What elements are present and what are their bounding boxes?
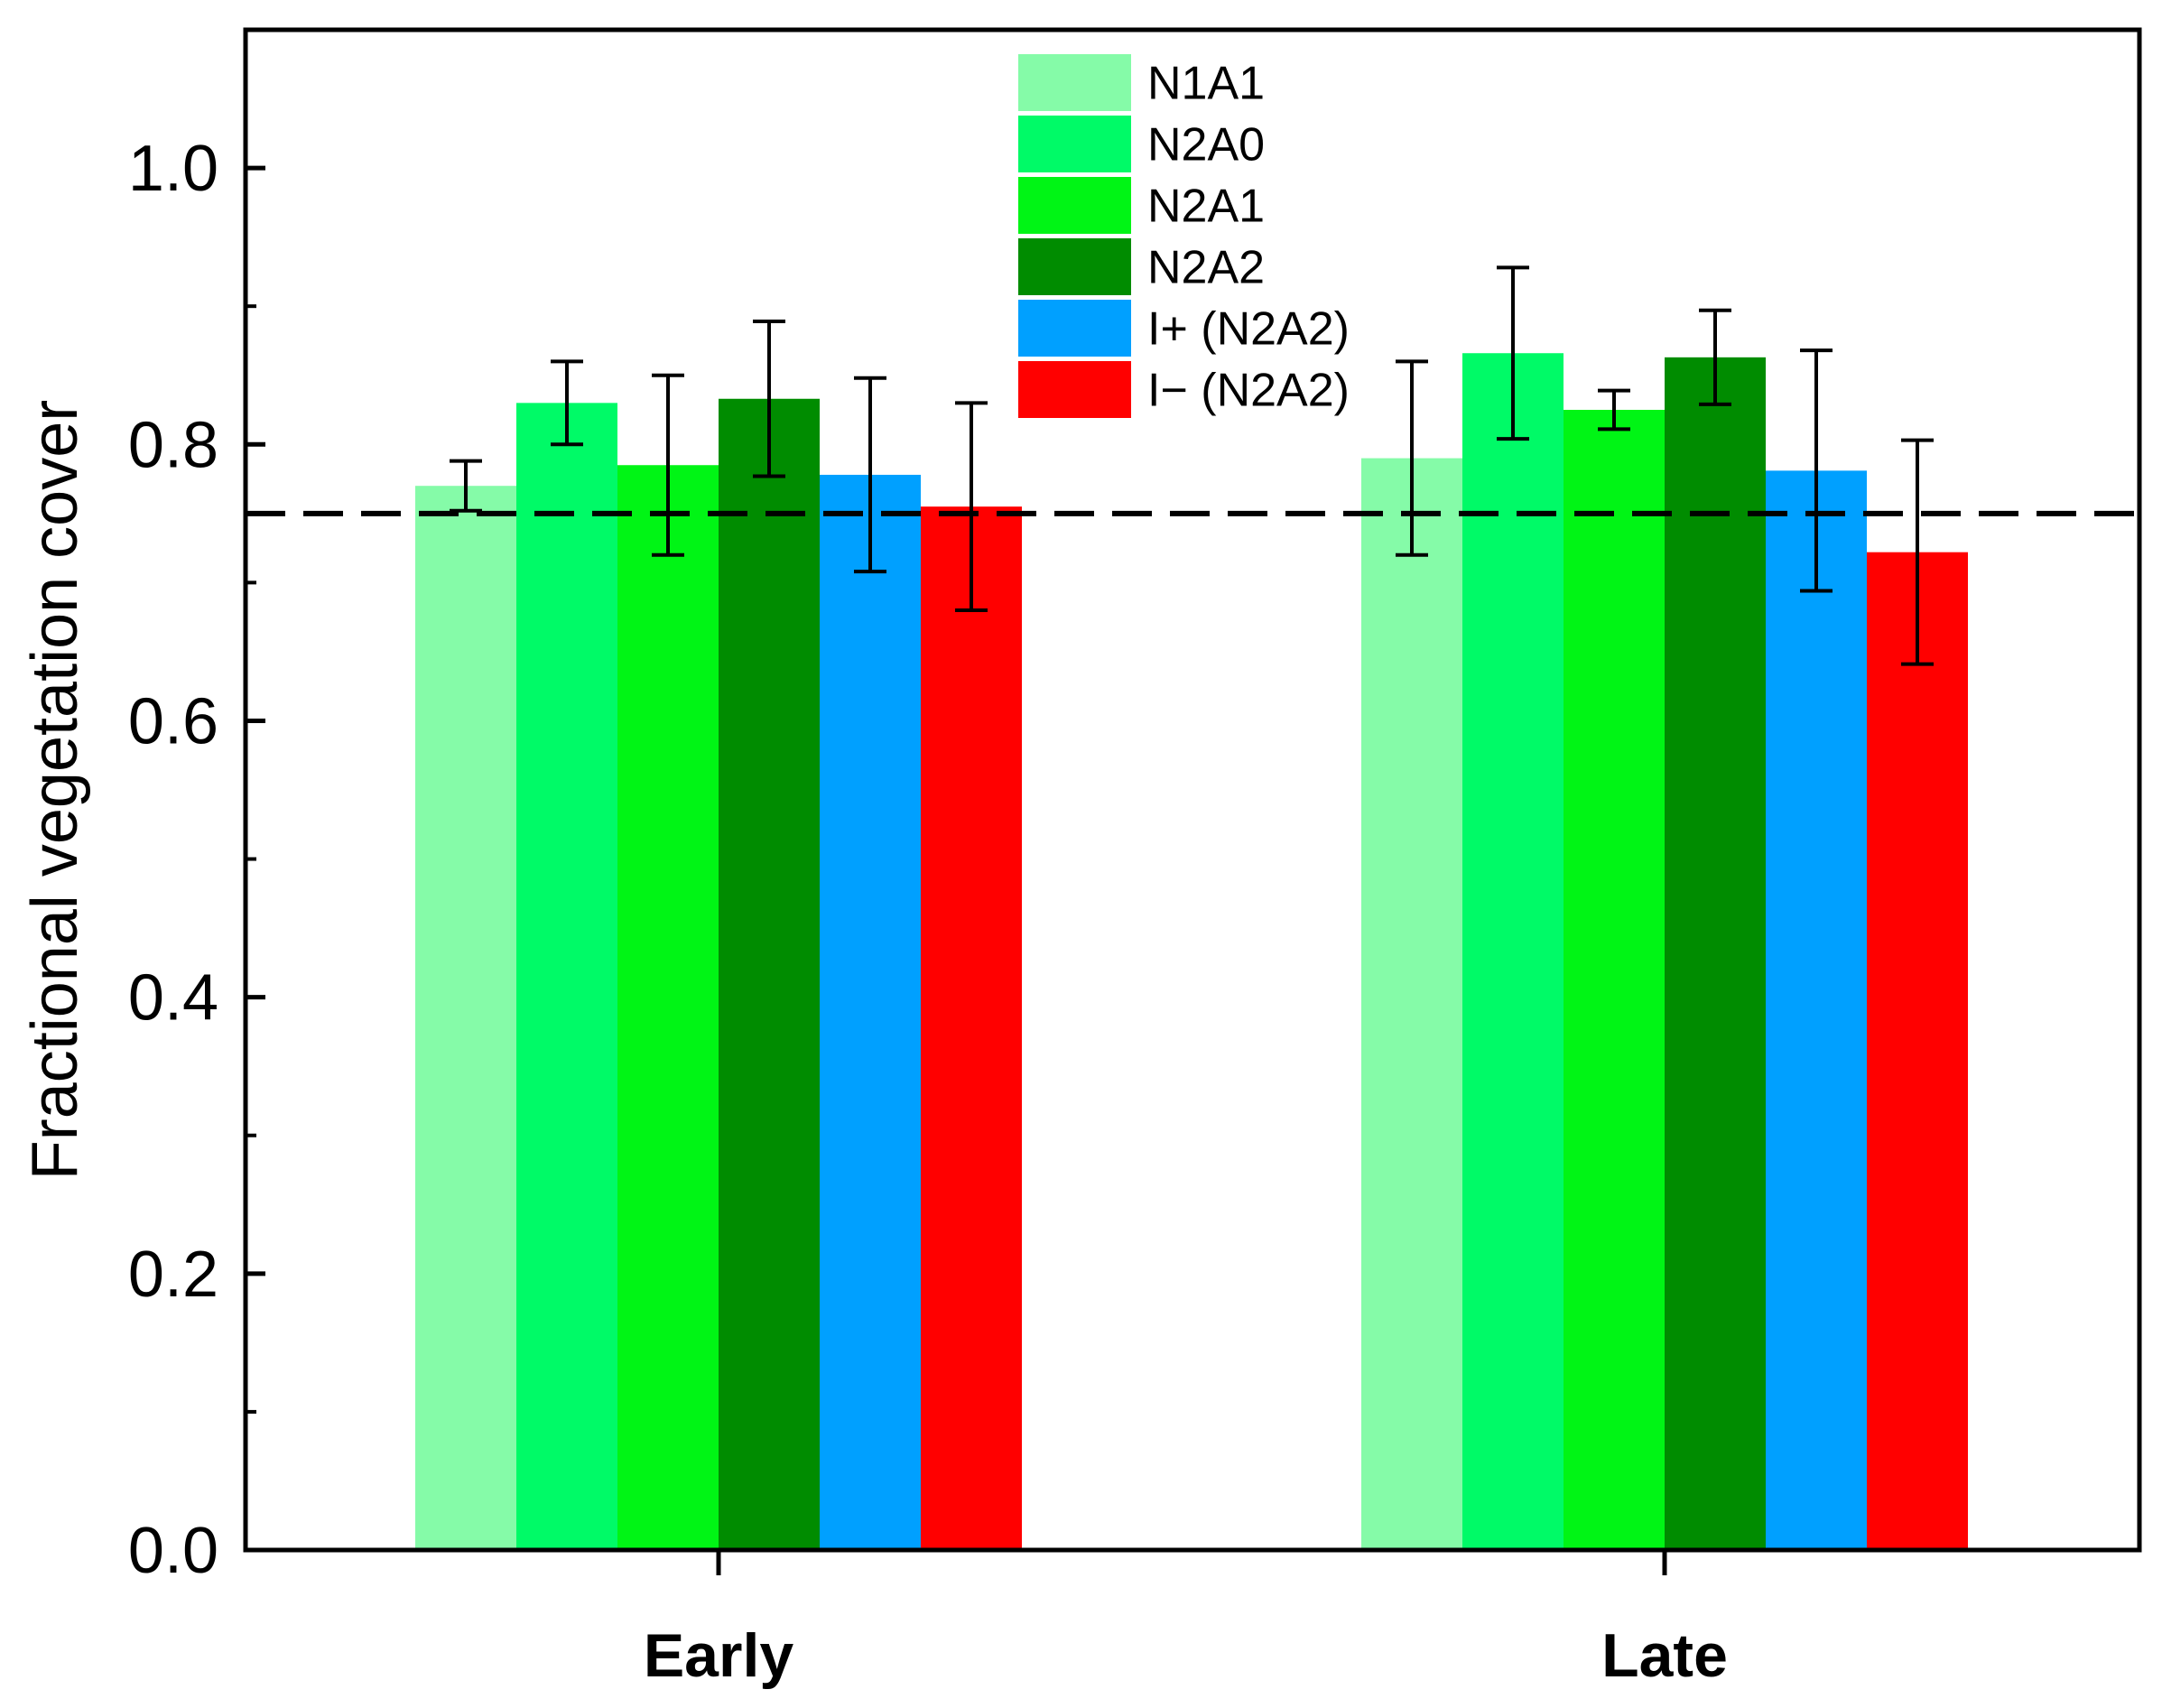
bars-layer xyxy=(415,353,1968,1551)
bar-early-5 xyxy=(820,474,921,1551)
plot-frame xyxy=(243,27,2142,1553)
error-bars-layer xyxy=(450,265,1934,666)
y-tick-label: 0.6 xyxy=(128,685,218,757)
bar-early-6 xyxy=(921,506,1022,1551)
bar-late-3 xyxy=(1564,410,1665,1550)
legend-swatch-6 xyxy=(1018,361,1131,418)
bar-late-1 xyxy=(1361,458,1462,1551)
legend: N1A1 N2A0 N2A1 N2A2 I+ (N2A2) I− (N2A2) xyxy=(1018,54,1350,418)
y-tick-label: 1.0 xyxy=(128,133,218,205)
legend-label-1: N1A1 xyxy=(1147,58,1265,110)
y-tick-label: 0.0 xyxy=(128,1515,218,1587)
y-tick-label: 0.8 xyxy=(128,409,218,481)
legend-swatch-4 xyxy=(1018,238,1131,295)
legend-label-5: I+ (N2A2) xyxy=(1147,303,1350,356)
bar-late-2 xyxy=(1462,353,1564,1551)
bar-late-6 xyxy=(1867,552,1968,1551)
legend-label-4: N2A2 xyxy=(1147,242,1265,294)
axes-layer: 0.0 0.2 0.4 0.6 0.8 1.0 Early Late Fractional ve… xyxy=(19,27,2142,1690)
bar-late-5 xyxy=(1766,470,1867,1550)
bar-early-4 xyxy=(719,398,820,1551)
legend-label-2: N2A0 xyxy=(1147,119,1265,172)
bar-early-1 xyxy=(415,486,516,1551)
legend-swatch-2 xyxy=(1018,116,1131,172)
bar-early-2 xyxy=(516,403,617,1550)
y-tick-label: 0.4 xyxy=(128,962,218,1035)
x-tick-label-early: Early xyxy=(644,1621,794,1690)
bar-late-4 xyxy=(1665,357,1766,1550)
legend-swatch-1 xyxy=(1018,54,1131,111)
legend-swatch-3 xyxy=(1018,177,1131,234)
legend-swatch-5 xyxy=(1018,300,1131,357)
x-tick-label-late: Late xyxy=(1601,1621,1728,1690)
legend-label-3: N2A1 xyxy=(1147,181,1265,233)
bar-early-3 xyxy=(617,465,719,1551)
legend-label-6: I− (N2A2) xyxy=(1147,365,1350,417)
y-tick-label: 0.2 xyxy=(128,1239,218,1311)
y-axis-title: Fractional vegetation cover xyxy=(19,400,91,1180)
